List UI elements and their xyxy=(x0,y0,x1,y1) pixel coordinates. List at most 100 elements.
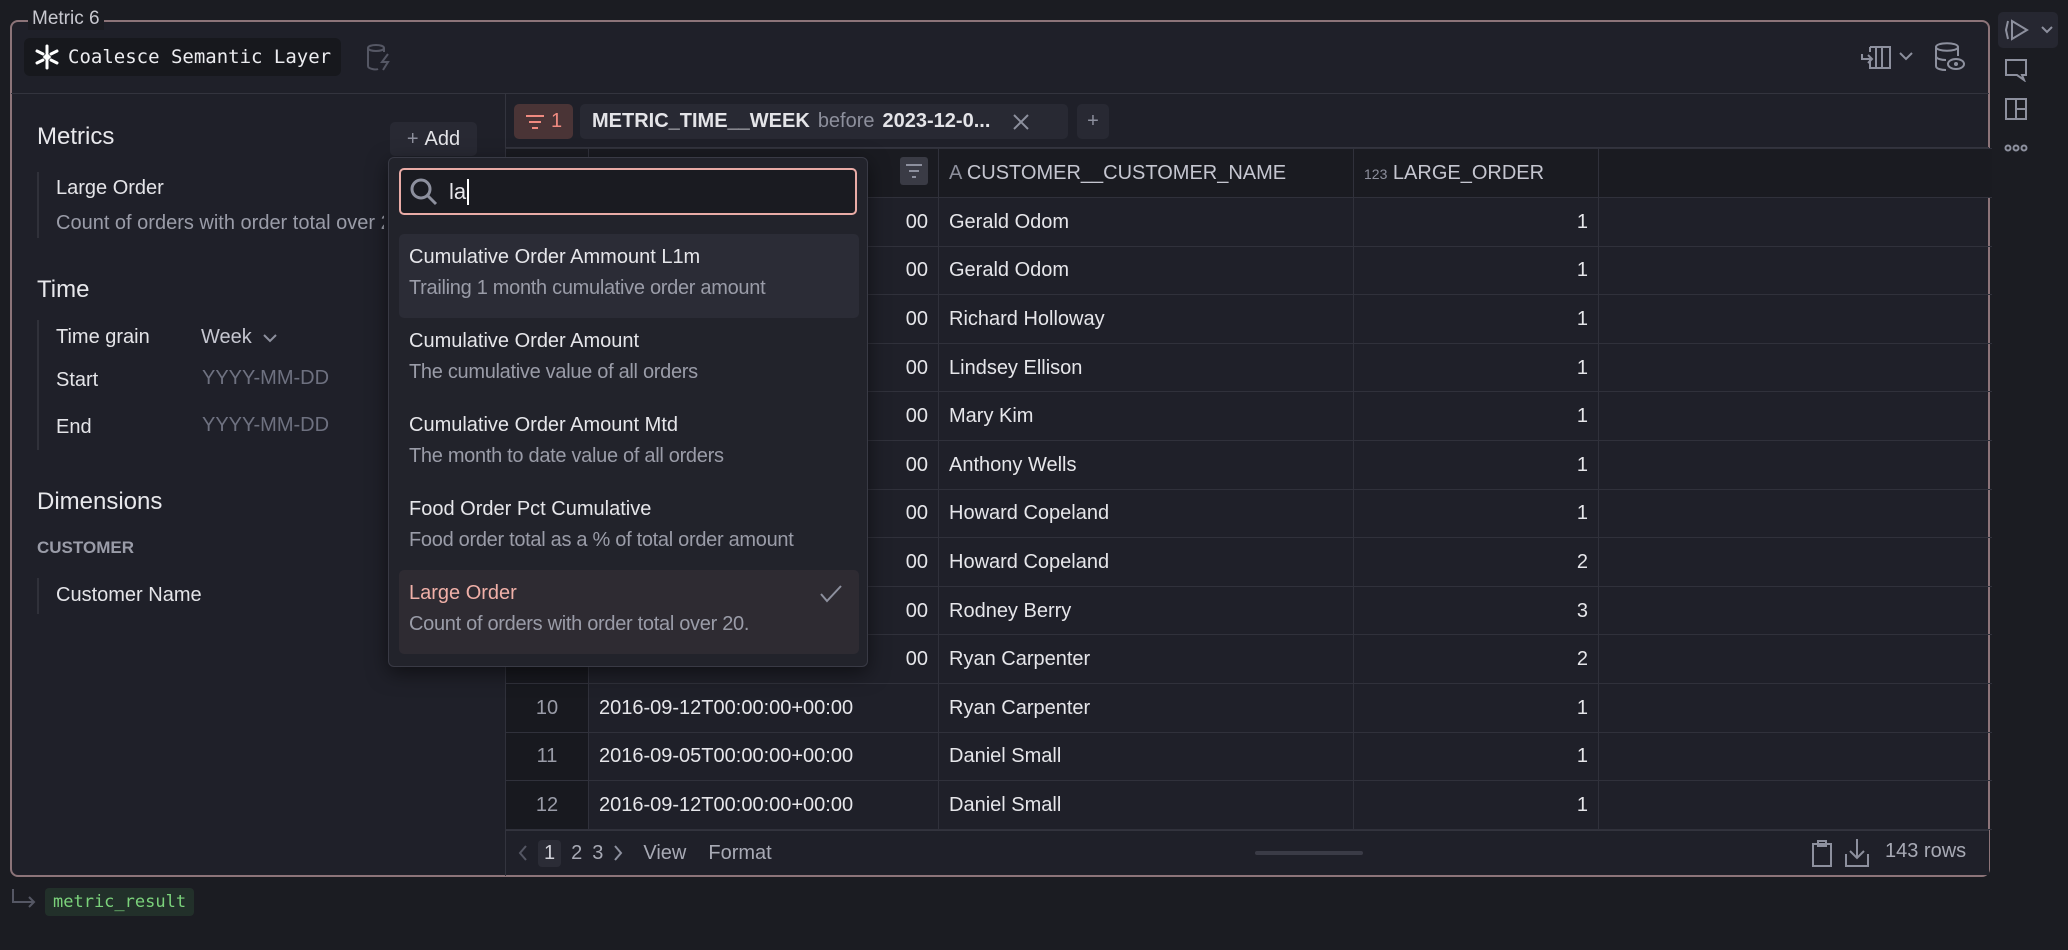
customer-name-cell[interactable]: Gerald Odom xyxy=(938,197,1354,247)
large-order-cell[interactable]: 1 xyxy=(1353,731,1599,782)
large-order-cell[interactable]: 2 xyxy=(1353,537,1599,587)
large-order-cell[interactable]: 1 xyxy=(1353,780,1599,830)
more-icon[interactable] xyxy=(2004,144,2028,152)
customer-name-cell[interactable]: Mary Kim xyxy=(938,391,1354,441)
large-order-cell[interactable]: 3 xyxy=(1353,585,1599,636)
empty-cell xyxy=(1598,537,1992,587)
empty-cell xyxy=(1598,197,1992,247)
item-description: Trailing 1 month cumulative order amount xyxy=(409,277,766,299)
chevron-right-icon[interactable] xyxy=(613,844,623,862)
dimension-customer-name[interactable]: Customer Name xyxy=(56,584,202,606)
empty-cell xyxy=(1598,488,1992,539)
database-preview-icon[interactable] xyxy=(1934,42,1966,72)
large-order-cell[interactable]: 1 xyxy=(1353,245,1599,296)
clipboard-icon[interactable] xyxy=(1810,840,1834,868)
filter-icon[interactable] xyxy=(900,157,928,185)
customer-name-cell[interactable]: Richard Holloway xyxy=(938,294,1354,344)
metric-time-cell[interactable]: 2016-09-12T00:00:00+00:00 xyxy=(588,682,939,733)
filter-field: METRIC_TIME__WEEK xyxy=(592,110,810,132)
item-title: Cumulative Order Ammount L1m xyxy=(409,246,701,268)
add-filter-button[interactable]: + xyxy=(1077,104,1109,139)
item-description: The cumulative value of all orders xyxy=(409,361,698,383)
table-row: 12 2016-09-12T00:00:00+00:00 Daniel Smal… xyxy=(505,780,1992,830)
table-row: 10 2016-09-12T00:00:00+00:00 Ryan Carpen… xyxy=(505,682,1992,733)
run-icon[interactable] xyxy=(2004,18,2030,42)
end-date-input[interactable]: YYYY-MM-DD xyxy=(202,414,330,436)
customer-name-cell[interactable]: Howard Copeland xyxy=(938,537,1354,587)
customer-name-cell[interactable]: Anthony Wells xyxy=(938,439,1354,490)
empty-cell xyxy=(1598,342,1992,393)
filter-icon xyxy=(525,114,544,129)
filter-value: 2023-12-0... xyxy=(882,110,991,132)
large-order-cell[interactable]: 1 xyxy=(1353,682,1599,733)
metric-search-input[interactable]: la xyxy=(399,168,857,215)
row-index: 12 xyxy=(505,780,589,830)
format-button[interactable]: Format xyxy=(708,841,772,864)
dropdown-item[interactable]: Cumulative Order Amount The cumulative va… xyxy=(399,318,859,402)
chevron-down-icon[interactable] xyxy=(2040,25,2054,35)
start-date-input[interactable]: YYYY-MM-DD xyxy=(202,367,330,389)
layout-icon[interactable] xyxy=(2004,97,2028,121)
horizontal-scrollbar[interactable] xyxy=(1255,851,1363,855)
customer-name-cell[interactable]: Howard Copeland xyxy=(938,488,1354,539)
dimension-group: CUSTOMER xyxy=(37,538,134,557)
empty-header xyxy=(1598,148,1992,198)
metrics-heading: Metrics xyxy=(37,123,115,150)
dropdown-item[interactable]: Food Order Pct Cumulative Food order tota… xyxy=(399,486,859,570)
connection-chip[interactable]: Coalesce Semantic Layer xyxy=(24,38,342,76)
item-description: Food order total as a % of total order a… xyxy=(409,529,794,551)
dropdown-item[interactable]: Cumulative Order Amount Mtd The month to … xyxy=(399,402,859,486)
output-variable[interactable]: metric_result xyxy=(45,888,195,916)
start-label: Start xyxy=(56,369,99,391)
database-bolt-icon[interactable] xyxy=(364,42,394,72)
large-order-cell[interactable]: 1 xyxy=(1353,294,1599,344)
close-icon[interactable] xyxy=(1012,113,1030,131)
page-2[interactable]: 2 xyxy=(571,841,583,864)
customer-name-cell[interactable]: Ryan Carpenter xyxy=(938,634,1354,684)
empty-cell xyxy=(1598,731,1992,782)
empty-cell xyxy=(1598,245,1992,296)
customer-name-cell[interactable]: Daniel Small xyxy=(938,731,1354,782)
metric-time-cell[interactable]: 2016-09-12T00:00:00+00:00 xyxy=(588,780,939,830)
comment-icon[interactable] xyxy=(2004,58,2028,82)
time-grain-select[interactable]: Week xyxy=(201,326,278,349)
chevron-down-icon[interactable] xyxy=(1898,50,1914,64)
customer-name-cell[interactable]: Lindsey Ellison xyxy=(938,342,1354,393)
large-order-cell[interactable]: 2 xyxy=(1353,634,1599,684)
large-order-cell[interactable]: 1 xyxy=(1353,197,1599,247)
filter-count-button[interactable]: 1 xyxy=(514,104,573,139)
time-grain-value: Week xyxy=(201,326,252,348)
large-order-cell[interactable]: 1 xyxy=(1353,391,1599,441)
row-count: 143 rows xyxy=(1885,840,1967,862)
column-header-customer-name[interactable]: A CUSTOMER__CUSTOMER_NAME xyxy=(938,148,1354,198)
large-order-cell[interactable]: 1 xyxy=(1353,439,1599,490)
filter-chip[interactable]: METRIC_TIME__WEEK before 2023-12-0... xyxy=(580,104,1068,139)
customer-name-cell[interactable]: Daniel Small xyxy=(938,780,1354,830)
add-metric-button[interactable]: + Add xyxy=(390,122,477,156)
large-order-cell[interactable]: 1 xyxy=(1353,488,1599,539)
chevron-left-icon[interactable] xyxy=(518,844,528,862)
item-description: Count of orders with order total over 20… xyxy=(409,613,750,635)
dropdown-item[interactable]: Cumulative Order Ammount L1m Trailing 1 m… xyxy=(399,234,859,318)
page-3[interactable]: 3 xyxy=(592,841,604,864)
view-button[interactable]: View xyxy=(643,841,687,864)
text-type-icon: A xyxy=(949,162,962,184)
search-query: la xyxy=(449,178,470,205)
row-index: 10 xyxy=(505,682,589,733)
row-index: 11 xyxy=(505,731,589,782)
metric-time-cell[interactable]: 2016-09-05T00:00:00+00:00 xyxy=(588,731,939,782)
metric-name[interactable]: Large Order xyxy=(56,177,164,199)
dropdown-item[interactable]: Large Order Count of orders with order to… xyxy=(399,570,859,654)
time-heading: Time xyxy=(37,276,90,303)
customer-name-cell[interactable]: Ryan Carpenter xyxy=(938,682,1354,733)
customer-name-cell[interactable]: Gerald Odom xyxy=(938,245,1354,296)
table-export-icon[interactable] xyxy=(1860,44,1892,72)
page-1[interactable]: 1 xyxy=(538,839,562,867)
column-header-large-order[interactable]: 123 LARGE_ORDER xyxy=(1353,148,1599,198)
download-icon[interactable] xyxy=(1844,838,1870,868)
cell-title: Metric 6 xyxy=(28,8,104,30)
item-title: Large Order xyxy=(409,582,517,604)
customer-name-cell[interactable]: Rodney Berry xyxy=(938,585,1354,636)
output-arrow-icon xyxy=(12,889,36,908)
large-order-cell[interactable]: 1 xyxy=(1353,342,1599,393)
